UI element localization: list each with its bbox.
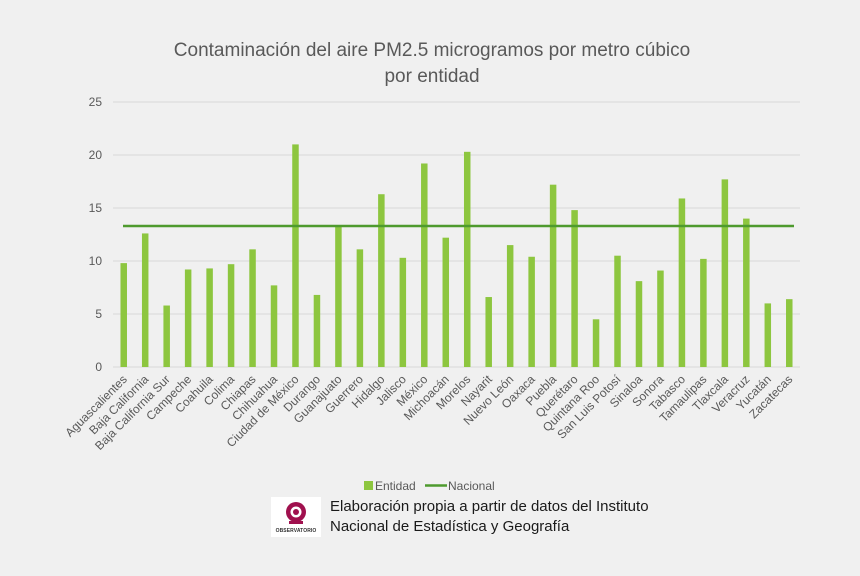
bar	[335, 226, 342, 367]
bar	[421, 163, 428, 367]
bar	[635, 281, 643, 367]
bar	[786, 299, 793, 367]
y-tick-label: 15	[89, 201, 103, 215]
bars	[120, 144, 793, 367]
bar	[700, 258, 707, 367]
bar	[356, 249, 364, 367]
y-tick-label: 25	[89, 95, 103, 109]
bar	[528, 256, 535, 367]
y-tick-label: 5	[95, 307, 102, 321]
legend-label-nacional: Nacional	[448, 479, 495, 493]
y-tick-label: 0	[95, 360, 102, 374]
bar	[614, 255, 621, 367]
bar	[743, 218, 750, 367]
legend-label-entidad: Entidad	[375, 479, 416, 493]
bar	[141, 233, 149, 367]
observatorio-logo: OBSERVATORIO	[271, 497, 321, 537]
bar	[292, 144, 299, 367]
bar	[249, 249, 256, 367]
bar	[485, 297, 492, 367]
legend-swatch-entidad	[364, 481, 373, 490]
bar	[163, 305, 170, 367]
source-footer: OBSERVATORIO Elaboración propia a partir…	[271, 497, 649, 537]
bar	[313, 294, 321, 367]
bar	[571, 210, 578, 367]
bar	[506, 245, 514, 367]
bar	[227, 264, 235, 367]
bar	[120, 263, 127, 367]
bar	[378, 194, 385, 367]
bar	[592, 319, 600, 367]
source-text: Elaboración propia a partir de datos del…	[330, 497, 649, 537]
y-tick-label: 20	[89, 148, 103, 162]
source-line-2: Nacional de Estadística y Geografía	[330, 518, 570, 535]
bar	[399, 257, 407, 367]
bar	[678, 198, 686, 367]
bar	[764, 303, 772, 367]
chart-title-line-1: Contaminación del aire PM2.5 microgramos…	[174, 40, 690, 61]
bar	[721, 179, 729, 367]
bar	[206, 268, 213, 367]
observatorio-logo-icon	[286, 501, 306, 524]
bar	[442, 237, 450, 367]
source-line-1: Elaboración propia a partir de datos del…	[330, 498, 649, 515]
observatorio-logo-text: OBSERVATORIO	[275, 527, 317, 534]
bar	[657, 270, 664, 367]
y-tick-label: 10	[89, 254, 103, 268]
chart-title-line-2: por entidad	[384, 66, 479, 87]
legend: Entidad Nacional	[364, 479, 495, 493]
bar	[463, 151, 471, 367]
y-axis-ticks: 0 5 10 15 20 25	[89, 95, 103, 374]
bar	[549, 184, 557, 367]
bar	[270, 285, 278, 367]
bar	[184, 269, 192, 367]
gridlines	[113, 101, 800, 368]
